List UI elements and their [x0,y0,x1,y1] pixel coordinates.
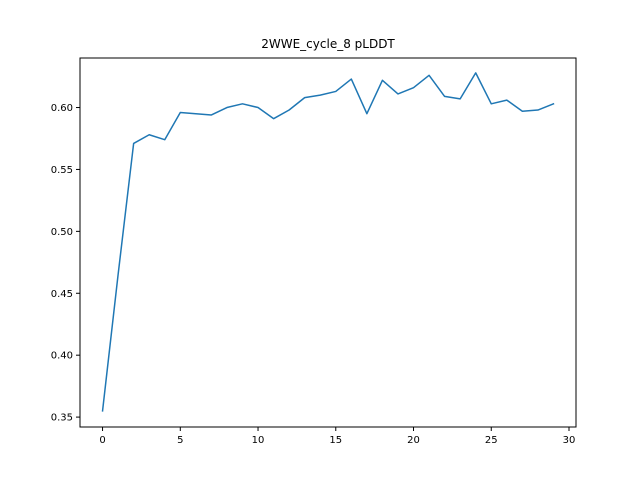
y-tick-label: 0.35 [51,413,73,424]
x-axis: 0 5 10 15 20 25 30 [99,427,575,446]
x-tick-label: 20 [407,435,420,446]
y-tick-label: 0.55 [51,165,73,176]
x-tick-label: 15 [329,435,342,446]
y-axis: 0.35 0.40 0.45 0.50 0.55 0.60 [51,103,80,424]
x-tick-label: 30 [563,435,576,446]
y-tick-label: 0.50 [51,227,73,238]
x-tick-label: 5 [177,435,183,446]
x-tick-label: 25 [485,435,498,446]
y-tick-label: 0.45 [51,289,73,300]
x-tick-label: 0 [99,435,105,446]
plot-area [101,72,555,412]
x-tick-label: 10 [252,435,265,446]
chart-title: 2WWE_cycle_8 pLDDT [261,37,395,51]
series-line [101,72,555,412]
y-tick-label: 0.60 [51,103,73,114]
y-tick-label: 0.40 [51,351,73,362]
plot-frame [79,57,577,428]
